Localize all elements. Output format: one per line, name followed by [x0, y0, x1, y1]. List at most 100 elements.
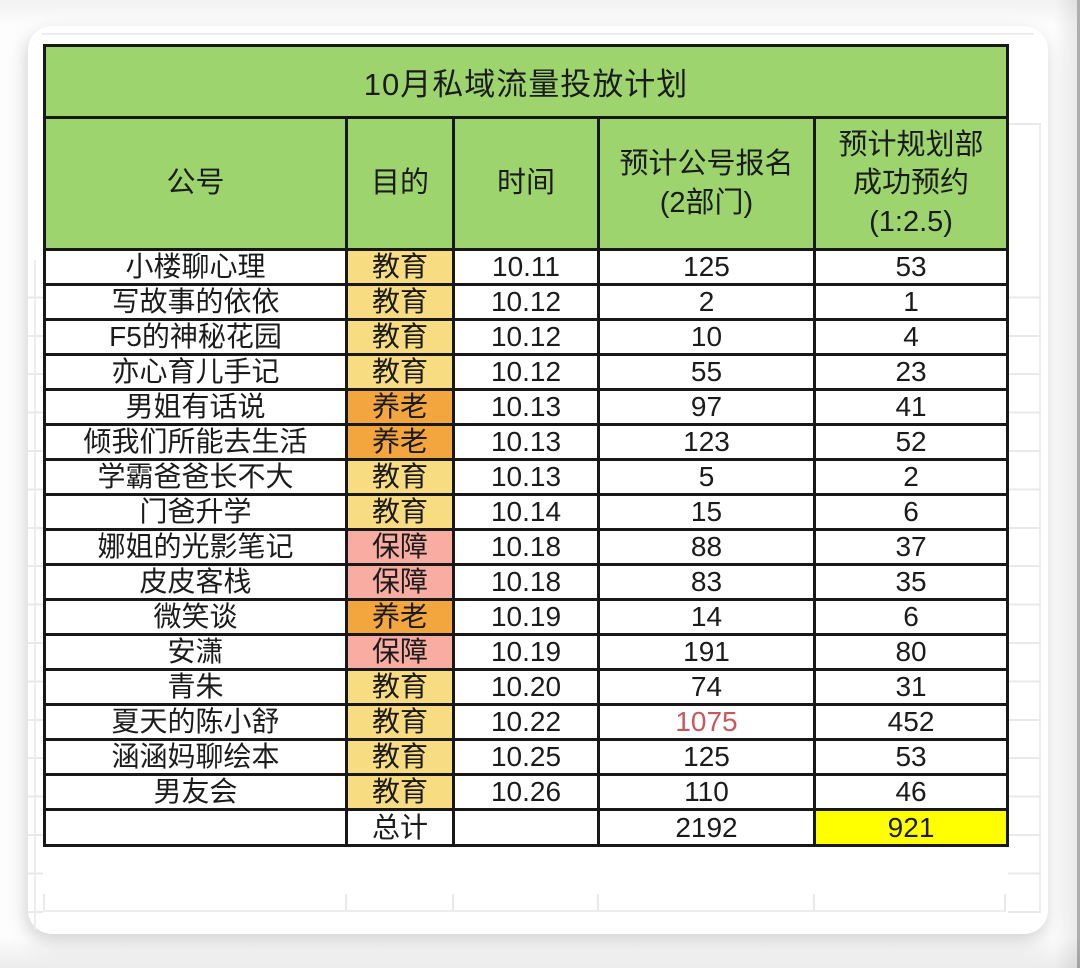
- cell-bookings[interactable]: 80: [812, 633, 1010, 671]
- table-body: 小楼聊心理 教育 10.11 125 53 写故事的依依 教育 10.12 2 …: [43, 248, 1010, 811]
- cell-purpose[interactable]: 教育: [345, 283, 455, 321]
- cell-account[interactable]: 安潇: [43, 633, 348, 671]
- cell-bookings[interactable]: 23: [812, 353, 1010, 391]
- cell-date[interactable]: 10.12: [452, 318, 600, 356]
- cell-purpose[interactable]: 教育: [345, 248, 455, 286]
- cell-date[interactable]: 10.11: [452, 248, 600, 286]
- cell-signups[interactable]: 191: [597, 633, 816, 671]
- cell-bookings[interactable]: 46: [812, 773, 1010, 811]
- cell-purpose[interactable]: 保障: [345, 563, 455, 601]
- table-row: 安潇 保障 10.19 191 80: [43, 633, 1010, 671]
- table-row: 男姐有话说 养老 10.13 97 41: [43, 388, 1010, 426]
- total-bookings[interactable]: 921: [812, 808, 1010, 847]
- cell-account[interactable]: 小楼聊心理: [43, 248, 348, 286]
- cell-bookings[interactable]: 4: [812, 318, 1010, 356]
- cell-date[interactable]: 10.12: [452, 283, 600, 321]
- cell-signups[interactable]: 125: [597, 738, 816, 776]
- spreadsheet-card: 10月私域流量投放计划 公号 目的 时间 预计公号报名 (2部门) 预计规划部 …: [28, 26, 1048, 934]
- cell-bookings[interactable]: 6: [812, 493, 1010, 531]
- table-row: 小楼聊心理 教育 10.11 125 53: [43, 248, 1010, 286]
- cell-purpose[interactable]: 养老: [345, 598, 455, 636]
- total-account-empty-cell[interactable]: [43, 808, 348, 847]
- cell-date[interactable]: 10.22: [452, 703, 600, 741]
- cell-purpose[interactable]: 教育: [345, 668, 455, 706]
- cell-date[interactable]: 10.18: [452, 563, 600, 601]
- cell-account[interactable]: 学霸爸爸长不大: [43, 458, 348, 496]
- cell-bookings[interactable]: 53: [812, 738, 1010, 776]
- cell-signups[interactable]: 2: [597, 283, 816, 321]
- cell-account[interactable]: 涵涵妈聊绘本: [43, 738, 348, 776]
- cell-bookings[interactable]: 452: [812, 703, 1010, 741]
- cell-date[interactable]: 10.26: [452, 773, 600, 811]
- cell-bookings[interactable]: 41: [812, 388, 1010, 426]
- cell-signups[interactable]: 123: [597, 423, 816, 461]
- cell-bookings[interactable]: 1: [812, 283, 1010, 321]
- cell-account[interactable]: 门爸升学: [43, 493, 348, 531]
- cell-account[interactable]: F5的神秘花园: [43, 318, 348, 356]
- cell-purpose[interactable]: 教育: [345, 458, 455, 496]
- cell-signups[interactable]: 83: [597, 563, 816, 601]
- cell-purpose[interactable]: 教育: [345, 493, 455, 531]
- total-label[interactable]: 总计: [345, 808, 455, 847]
- cell-bookings[interactable]: 53: [812, 248, 1010, 286]
- cell-signups[interactable]: 74: [597, 668, 816, 706]
- cell-account[interactable]: 娜姐的光影笔记: [43, 528, 348, 566]
- cell-date[interactable]: 10.13: [452, 423, 600, 461]
- cell-date[interactable]: 10.12: [452, 353, 600, 391]
- cell-account[interactable]: 夏天的陈小舒: [43, 703, 348, 741]
- table-row: 男友会 教育 10.26 110 46: [43, 773, 1010, 811]
- cell-date[interactable]: 10.13: [452, 458, 600, 496]
- header-signups[interactable]: 预计公号报名 (2部门): [597, 116, 816, 251]
- cell-date[interactable]: 10.18: [452, 528, 600, 566]
- cell-purpose[interactable]: 教育: [345, 773, 455, 811]
- cell-account[interactable]: 皮皮客栈: [43, 563, 348, 601]
- cell-account[interactable]: 男友会: [43, 773, 348, 811]
- cell-account[interactable]: 青朱: [43, 668, 348, 706]
- cell-date[interactable]: 10.14: [452, 493, 600, 531]
- cell-purpose[interactable]: 教育: [345, 318, 455, 356]
- cell-purpose[interactable]: 养老: [345, 423, 455, 461]
- cell-signups[interactable]: 15: [597, 493, 816, 531]
- cell-bookings[interactable]: 31: [812, 668, 1010, 706]
- cell-account[interactable]: 亦心育儿手记: [43, 353, 348, 391]
- cell-date[interactable]: 10.13: [452, 388, 600, 426]
- cell-date[interactable]: 10.19: [452, 633, 600, 671]
- cell-signups[interactable]: 1075: [597, 703, 816, 741]
- cell-account[interactable]: 男姐有话说: [43, 388, 348, 426]
- cell-signups[interactable]: 97: [597, 388, 816, 426]
- table-row: 写故事的依依 教育 10.12 2 1: [43, 283, 1010, 321]
- header-bookings[interactable]: 预计规划部 成功预约 (1:2.5): [812, 116, 1010, 251]
- cell-signups[interactable]: 5: [597, 458, 816, 496]
- header-date[interactable]: 时间: [452, 116, 600, 251]
- cell-bookings[interactable]: 35: [812, 563, 1010, 601]
- cell-purpose[interactable]: 保障: [345, 633, 455, 671]
- cell-bookings[interactable]: 2: [812, 458, 1010, 496]
- cell-bookings[interactable]: 37: [812, 528, 1010, 566]
- cell-bookings[interactable]: 52: [812, 423, 1010, 461]
- header-account[interactable]: 公号: [43, 116, 348, 251]
- table-row: 皮皮客栈 保障 10.18 83 35: [43, 563, 1010, 601]
- header-purpose[interactable]: 目的: [345, 116, 455, 251]
- header-row: 公号 目的 时间 预计公号报名 (2部门) 预计规划部 成功预约 (1:2.5): [43, 116, 1010, 251]
- cell-signups[interactable]: 55: [597, 353, 816, 391]
- cell-purpose[interactable]: 养老: [345, 388, 455, 426]
- cell-purpose[interactable]: 教育: [345, 703, 455, 741]
- cell-signups[interactable]: 14: [597, 598, 816, 636]
- table-title[interactable]: 10月私域流量投放计划: [42, 44, 1010, 119]
- cell-purpose[interactable]: 教育: [345, 738, 455, 776]
- cell-account[interactable]: 微笑谈: [43, 598, 348, 636]
- total-date-empty-cell[interactable]: [452, 808, 600, 847]
- cell-date[interactable]: 10.19: [452, 598, 600, 636]
- total-signups[interactable]: 2192: [597, 808, 816, 847]
- cell-account[interactable]: 倾我们所能去生活: [43, 423, 348, 461]
- cell-signups[interactable]: 88: [597, 528, 816, 566]
- cell-date[interactable]: 10.25: [452, 738, 600, 776]
- cell-purpose[interactable]: 教育: [345, 353, 455, 391]
- cell-purpose[interactable]: 保障: [345, 528, 455, 566]
- cell-account[interactable]: 写故事的依依: [43, 283, 348, 321]
- cell-signups[interactable]: 125: [597, 248, 816, 286]
- cell-bookings[interactable]: 6: [812, 598, 1010, 636]
- cell-signups[interactable]: 110: [597, 773, 816, 811]
- cell-signups[interactable]: 10: [597, 318, 816, 356]
- cell-date[interactable]: 10.20: [452, 668, 600, 706]
